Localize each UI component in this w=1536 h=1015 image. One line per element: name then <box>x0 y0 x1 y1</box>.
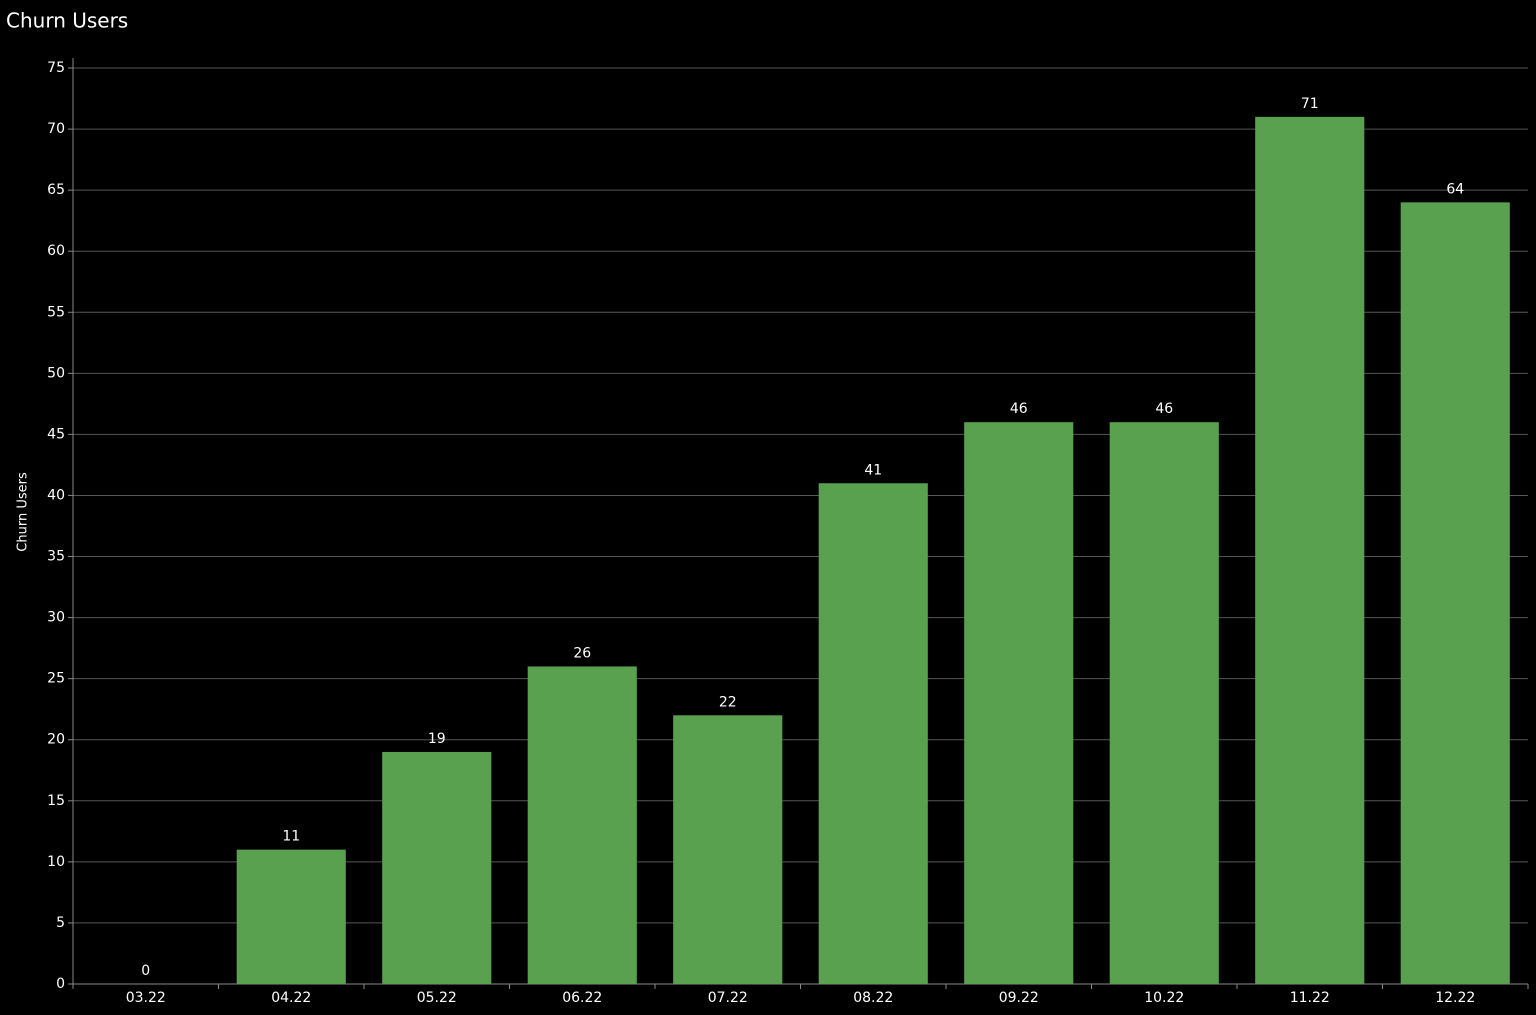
y-tick-label: 60 <box>47 243 65 259</box>
value-label: 26 <box>573 645 591 661</box>
x-tick-label: 07.22 <box>708 990 748 1006</box>
x-tick-label: 12.22 <box>1435 990 1475 1006</box>
bar <box>527 666 637 984</box>
x-tick-label: 06.22 <box>562 990 602 1006</box>
x-tick-label: 10.22 <box>1144 990 1184 1006</box>
bar <box>818 483 928 984</box>
y-tick-label: 5 <box>56 915 65 931</box>
bar <box>1255 116 1365 984</box>
x-tick-label: 05.22 <box>417 990 457 1006</box>
value-label: 46 <box>1010 401 1028 417</box>
bar <box>673 715 783 984</box>
y-tick-label: 55 <box>47 304 65 320</box>
value-label: 71 <box>1301 96 1319 112</box>
y-tick-label: 40 <box>47 487 65 503</box>
chart-title: Churn Users <box>6 9 128 33</box>
y-tick-label: 20 <box>47 732 65 748</box>
y-tick-label: 45 <box>47 426 65 442</box>
value-label: 11 <box>282 829 300 845</box>
y-tick-label: 15 <box>47 793 65 809</box>
y-tick-label: 65 <box>47 182 65 198</box>
y-tick-label: 30 <box>47 610 65 626</box>
x-tick-label: 08.22 <box>853 990 893 1006</box>
y-tick-label: 50 <box>47 365 65 381</box>
value-label: 0 <box>141 963 150 979</box>
bar <box>1109 422 1219 985</box>
value-label: 64 <box>1446 181 1464 197</box>
bar <box>964 422 1074 985</box>
value-label: 19 <box>428 731 446 747</box>
x-tick-label: 09.22 <box>999 990 1039 1006</box>
y-axis-title: Churn Users <box>16 472 31 552</box>
value-label: 22 <box>719 694 737 710</box>
bar <box>236 849 346 984</box>
bar <box>1400 202 1510 984</box>
x-tick-label: 11.22 <box>1290 990 1330 1006</box>
value-label: 46 <box>1155 401 1173 417</box>
y-tick-label: 10 <box>47 854 65 870</box>
value-label: 41 <box>864 462 882 478</box>
x-tick-label: 03.22 <box>126 990 166 1006</box>
x-tick-label: 04.22 <box>271 990 311 1006</box>
y-tick-label: 35 <box>47 549 65 565</box>
y-tick-label: 25 <box>47 671 65 687</box>
bar <box>382 751 492 984</box>
y-tick-label: 75 <box>47 60 65 76</box>
y-tick-label: 70 <box>47 121 65 137</box>
y-tick-label: 0 <box>56 976 65 992</box>
